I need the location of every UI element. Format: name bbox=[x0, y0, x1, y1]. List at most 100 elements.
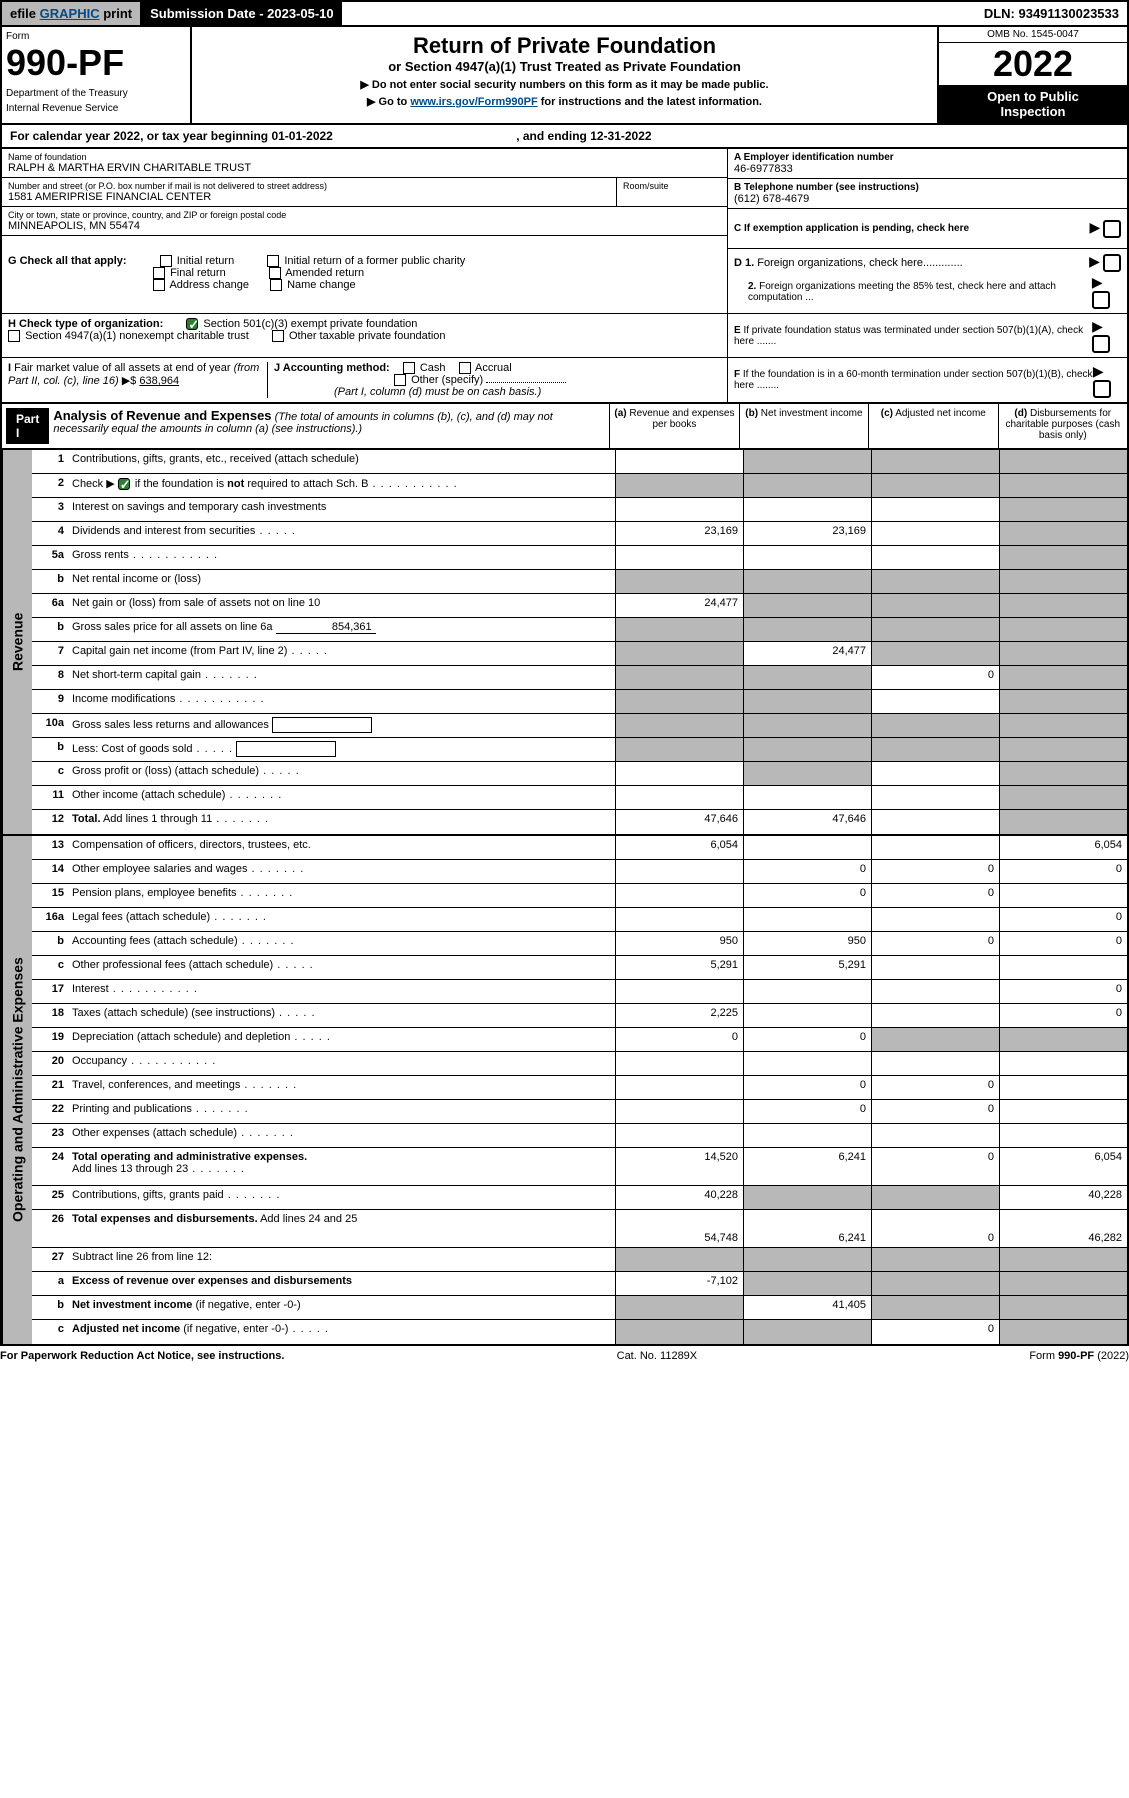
form990pf-link[interactable]: www.irs.gov/Form990PF bbox=[410, 96, 537, 108]
name-label: Name of foundation bbox=[8, 152, 721, 162]
info-right: A Employer identification number 46-6977… bbox=[727, 149, 1127, 249]
row27c-desc: Adjusted net income (if negative, enter … bbox=[68, 1320, 615, 1344]
addr-label: Number and street (or P.O. box number if… bbox=[8, 181, 610, 191]
name-change-label: Name change bbox=[287, 279, 356, 291]
c-checkbox[interactable] bbox=[1103, 220, 1121, 238]
telephone: (612) 678-4679 bbox=[734, 193, 1121, 205]
other-taxable-checkbox[interactable] bbox=[272, 330, 284, 342]
ein-label: A Employer identification number bbox=[734, 152, 1121, 163]
row7-desc: Capital gain net income (from Part IV, l… bbox=[68, 642, 615, 665]
c-exemption-cell: C If exemption application is pending, c… bbox=[728, 209, 1127, 249]
c-label: C If exemption application is pending, c… bbox=[734, 223, 969, 234]
row21-b: 0 bbox=[743, 1076, 871, 1099]
city-cell: City or town, state or province, country… bbox=[2, 207, 727, 236]
top-bar: efile GRAPHIC print Submission Date - 20… bbox=[0, 0, 1129, 27]
final-return-label: Final return bbox=[170, 267, 226, 279]
row26-a: 54,748 bbox=[615, 1210, 743, 1247]
j-label: J Accounting method: bbox=[274, 362, 390, 374]
ij-cell: I Fair market value of all assets at end… bbox=[2, 358, 727, 402]
dept-treasury: Department of the Treasury bbox=[6, 88, 186, 99]
row15-b: 0 bbox=[743, 884, 871, 907]
row25-a: 40,228 bbox=[615, 1186, 743, 1209]
row16a-d: 0 bbox=[999, 908, 1127, 931]
initial-return-checkbox[interactable] bbox=[160, 255, 172, 267]
accrual-label: Accrual bbox=[475, 362, 512, 374]
final-return-checkbox[interactable] bbox=[153, 267, 165, 279]
g-label: G Check all that apply: bbox=[8, 255, 127, 267]
4947-checkbox[interactable] bbox=[8, 330, 20, 342]
efile-prefix: efile bbox=[10, 6, 36, 21]
h-cell: H Check type of organization: Section 50… bbox=[2, 314, 727, 357]
open-public: Open to Public Inspection bbox=[939, 85, 1127, 123]
row7-b: 24,477 bbox=[743, 642, 871, 665]
accrual-checkbox[interactable] bbox=[459, 362, 471, 374]
501c3-checkbox[interactable] bbox=[186, 318, 198, 330]
row21-c: 0 bbox=[871, 1076, 999, 1099]
row27b-b: 41,405 bbox=[743, 1296, 871, 1319]
row18-desc: Taxes (attach schedule) (see instruction… bbox=[68, 1004, 615, 1027]
d1-checkbox[interactable] bbox=[1103, 254, 1121, 272]
row26-d: 46,282 bbox=[999, 1210, 1127, 1247]
city-label: City or town, state or province, country… bbox=[8, 210, 721, 220]
efile-suffix: print bbox=[103, 6, 132, 21]
room-cell: Room/suite bbox=[617, 178, 727, 207]
yearline-end: 12-31-2022 bbox=[590, 129, 651, 143]
row23-desc: Other expenses (attach schedule) bbox=[68, 1124, 615, 1147]
form-title: Return of Private Foundation bbox=[198, 33, 931, 59]
row3-desc: Interest on savings and temporary cash i… bbox=[68, 498, 615, 521]
efile-section: efile GRAPHIC print bbox=[2, 2, 142, 25]
row13-desc: Compensation of officers, directors, tru… bbox=[68, 836, 615, 859]
row19-a: 0 bbox=[615, 1028, 743, 1051]
footer-mid: Cat. No. 11289X bbox=[284, 1350, 1029, 1362]
other-method-checkbox[interactable] bbox=[394, 374, 406, 386]
row16b-c: 0 bbox=[871, 932, 999, 955]
row18-a: 2,225 bbox=[615, 1004, 743, 1027]
submission-date: Submission Date - 2023-05-10 bbox=[142, 2, 342, 25]
row2-desc: Check ▶ if the foundation is not require… bbox=[68, 474, 615, 497]
cash-checkbox[interactable] bbox=[403, 362, 415, 374]
d-section: D 1. D 1. Foreign organizations, check h… bbox=[727, 249, 1127, 314]
page-footer: For Paperwork Reduction Act Notice, see … bbox=[0, 1346, 1129, 1366]
dln: DLN: 93491130023533 bbox=[976, 2, 1127, 25]
addr-change-checkbox[interactable] bbox=[153, 279, 165, 291]
row14-desc: Other employee salaries and wages bbox=[68, 860, 615, 883]
cash-label: Cash bbox=[420, 362, 446, 374]
yearline-mid: , and ending bbox=[516, 129, 590, 143]
row12-desc: Total. Add lines 1 through 11 bbox=[68, 810, 615, 834]
row16c-desc: Other professional fees (attach schedule… bbox=[68, 956, 615, 979]
other-taxable-label: Other taxable private foundation bbox=[289, 330, 446, 342]
row24-d: 6,054 bbox=[999, 1148, 1127, 1185]
row25-desc: Contributions, gifts, grants paid bbox=[68, 1186, 615, 1209]
header-center: Return of Private Foundation or Section … bbox=[192, 27, 937, 123]
row6a-a: 24,477 bbox=[615, 594, 743, 617]
row24-a: 14,520 bbox=[615, 1148, 743, 1185]
amended-checkbox[interactable] bbox=[269, 267, 281, 279]
row17-desc: Interest bbox=[68, 980, 615, 1003]
instr-prefix: ▶ Go to bbox=[367, 96, 410, 108]
f-checkbox[interactable] bbox=[1093, 380, 1111, 398]
footer-left: For Paperwork Reduction Act Notice, see … bbox=[0, 1350, 284, 1362]
schb-checkbox[interactable] bbox=[118, 478, 130, 490]
calendar-year-line: For calendar year 2022, or tax year begi… bbox=[0, 125, 1129, 149]
name-change-checkbox[interactable] bbox=[270, 279, 282, 291]
d2-checkbox[interactable] bbox=[1092, 291, 1110, 309]
col-a-head: (a) Revenue and expenses per books bbox=[609, 404, 738, 448]
row8-desc: Net short-term capital gain bbox=[68, 666, 615, 689]
row6a-desc: Net gain or (loss) from sale of assets n… bbox=[68, 594, 615, 617]
instr-link-row: ▶ Go to www.irs.gov/Form990PF for instru… bbox=[198, 95, 931, 108]
row22-b: 0 bbox=[743, 1100, 871, 1123]
row9-desc: Income modifications bbox=[68, 690, 615, 713]
row27a-desc: Excess of revenue over expenses and disb… bbox=[68, 1272, 615, 1295]
h-label: H Check type of organization: bbox=[8, 318, 163, 330]
col-d-head: (d) Disbursements for charitable purpose… bbox=[998, 404, 1127, 448]
row27b-desc: Net investment income (if negative, ente… bbox=[68, 1296, 615, 1319]
revenue-side-label: Revenue bbox=[2, 450, 32, 834]
row16b-d: 0 bbox=[999, 932, 1127, 955]
initial-former-checkbox[interactable] bbox=[267, 255, 279, 267]
efile-graphic-link[interactable]: GRAPHIC bbox=[40, 6, 100, 21]
row5a-desc: Gross rents bbox=[68, 546, 615, 569]
e-checkbox[interactable] bbox=[1092, 335, 1110, 353]
expenses-table: Operating and Administrative Expenses 13… bbox=[0, 836, 1129, 1346]
j-note: (Part I, column (d) must be on cash basi… bbox=[334, 386, 541, 398]
g-section: G Check all that apply: Initial return I… bbox=[0, 249, 1129, 314]
